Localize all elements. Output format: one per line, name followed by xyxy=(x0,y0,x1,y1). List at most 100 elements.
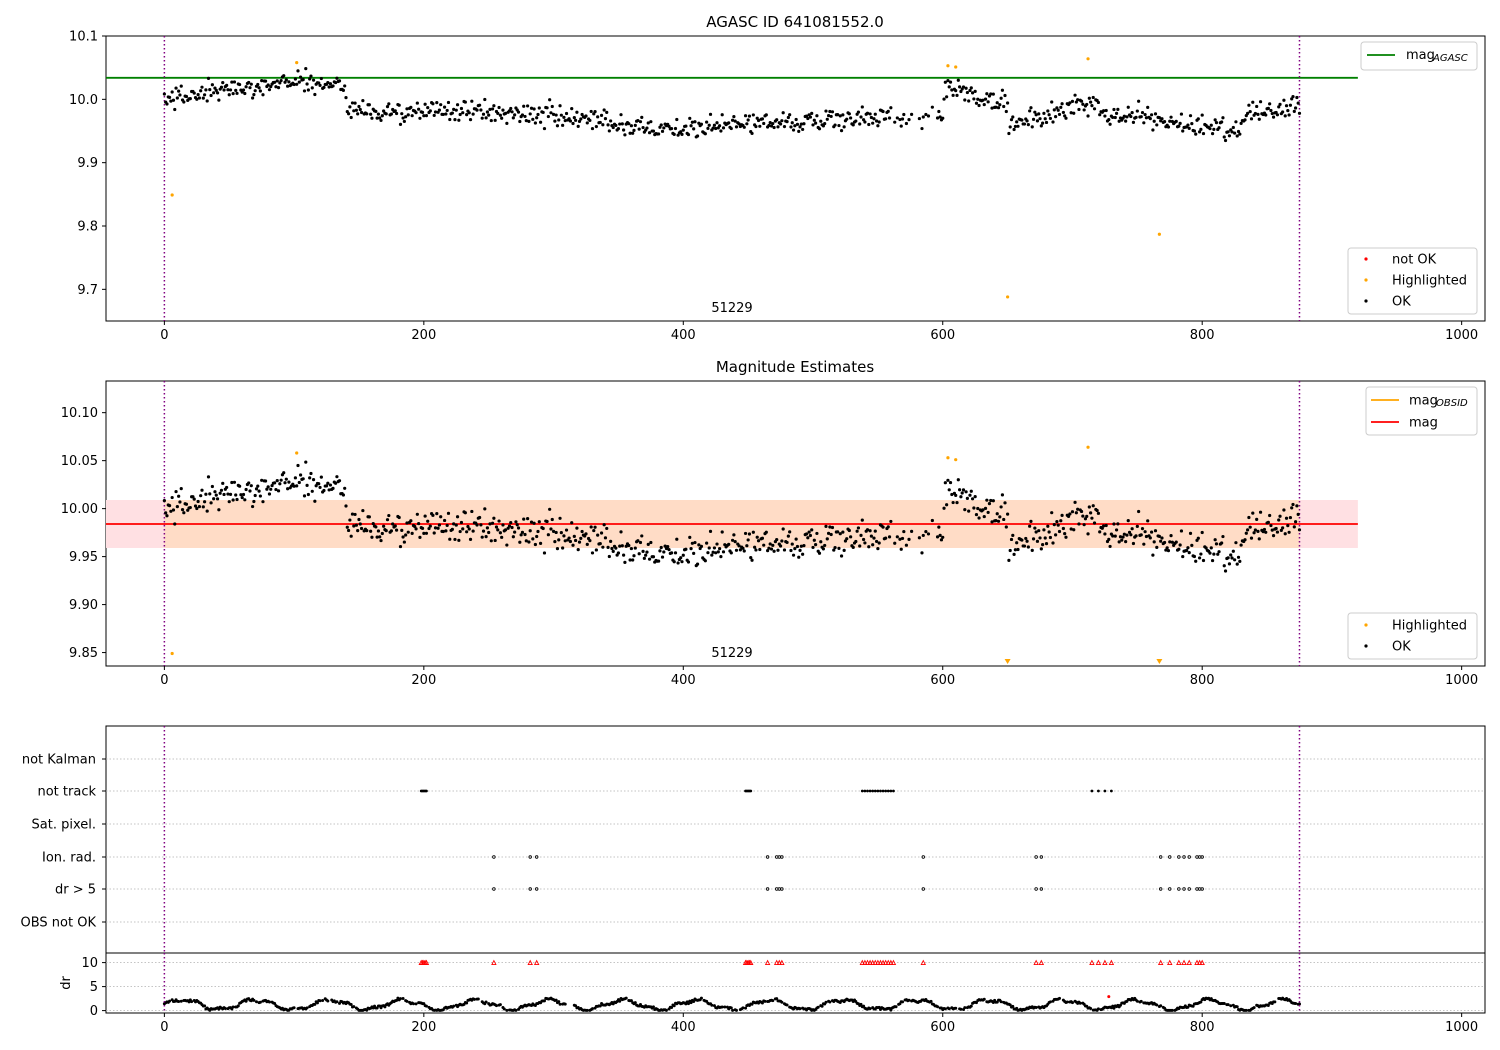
ok-point xyxy=(1275,530,1280,534)
ok-point xyxy=(1076,507,1080,511)
ok-point xyxy=(708,529,713,533)
ok-point xyxy=(171,98,176,102)
highlighted-point xyxy=(170,651,174,656)
ok-point xyxy=(699,122,704,126)
ok-point xyxy=(964,86,968,90)
ok-point xyxy=(546,533,550,537)
ok-point xyxy=(1016,547,1020,552)
ok-point xyxy=(1068,101,1072,105)
ok-point xyxy=(1091,504,1095,508)
ok-point xyxy=(349,534,353,538)
ok-point xyxy=(209,93,213,98)
ok-point xyxy=(574,538,578,543)
ok-point xyxy=(807,530,811,534)
ok-point xyxy=(741,546,745,550)
ok-point xyxy=(959,89,963,94)
ok-point xyxy=(1016,124,1020,128)
dr-limit-marker xyxy=(779,959,785,966)
flag-point xyxy=(871,789,875,793)
ok-point xyxy=(1234,541,1238,545)
ok-point xyxy=(1282,98,1286,102)
ok-point xyxy=(439,515,443,519)
ok-point xyxy=(1063,532,1067,536)
ok-point xyxy=(999,505,1003,509)
ok-point xyxy=(397,515,401,520)
ok-point xyxy=(235,497,239,502)
ok-point xyxy=(947,85,951,89)
ok-point xyxy=(734,125,739,129)
ok-point xyxy=(808,533,813,538)
ok-point xyxy=(943,481,947,485)
ok-point xyxy=(1233,131,1237,135)
ok-point xyxy=(986,100,990,104)
dr-point xyxy=(395,998,399,1002)
ok-point xyxy=(1051,541,1055,545)
ok-point xyxy=(1210,558,1215,563)
ok-point xyxy=(164,511,168,515)
ok-point xyxy=(659,545,663,550)
ok-point xyxy=(1107,118,1111,122)
ok-point xyxy=(465,113,469,117)
ok-point xyxy=(1057,112,1062,117)
ok-point xyxy=(1068,512,1072,516)
ok-point xyxy=(212,91,216,95)
ok-point xyxy=(1070,99,1075,103)
ok-point xyxy=(580,529,584,534)
ok-point xyxy=(515,523,519,527)
ok-point xyxy=(1025,119,1029,123)
ok-point xyxy=(178,93,182,97)
ok-point xyxy=(487,530,491,535)
ok-point xyxy=(433,526,438,530)
ok-point xyxy=(1092,107,1097,111)
ok-point xyxy=(1087,505,1091,509)
dr-point xyxy=(585,1008,589,1012)
ok-point xyxy=(641,549,645,553)
ok-point xyxy=(860,105,864,109)
flag-label: not track xyxy=(37,785,96,800)
ok-point xyxy=(1085,514,1089,518)
ok-point xyxy=(247,80,251,85)
dr-point xyxy=(816,1005,820,1009)
ok-point xyxy=(354,108,358,112)
ok-point xyxy=(707,123,711,127)
ok-point xyxy=(1114,528,1119,532)
ok-point xyxy=(1288,103,1293,107)
ok-point xyxy=(789,548,793,553)
ok-point xyxy=(1139,533,1143,537)
ok-point xyxy=(1150,113,1154,117)
ok-point xyxy=(1155,123,1159,127)
ok-point xyxy=(647,131,652,135)
ok-point xyxy=(335,475,339,479)
ok-point xyxy=(371,522,375,526)
ok-point xyxy=(306,88,310,92)
dr-point xyxy=(618,999,622,1003)
ok-point xyxy=(282,471,286,475)
ok-point xyxy=(684,547,688,551)
ok-point xyxy=(424,114,429,118)
flag-point xyxy=(492,887,496,891)
ok-point xyxy=(1160,536,1164,540)
ok-point xyxy=(667,124,671,128)
ok-point xyxy=(1038,536,1042,540)
ok-point xyxy=(1030,548,1034,552)
ok-point xyxy=(767,546,771,550)
ok-point xyxy=(596,115,600,119)
ok-point xyxy=(799,122,803,126)
ok-point xyxy=(379,538,383,543)
ok-point xyxy=(402,119,406,124)
ok-point xyxy=(1151,128,1155,132)
ok-point xyxy=(1085,102,1089,107)
ok-point xyxy=(409,105,413,109)
x-tick-label: 400 xyxy=(671,328,696,343)
ok-point xyxy=(1181,554,1185,559)
ok-point xyxy=(619,113,623,117)
ok-point xyxy=(977,516,981,520)
flag-point xyxy=(1200,855,1204,859)
ok-point xyxy=(806,536,810,540)
ok-point xyxy=(558,516,562,520)
ok-point xyxy=(938,533,942,538)
ok-point xyxy=(998,103,1002,107)
flag-point xyxy=(425,789,428,793)
ok-point xyxy=(1012,552,1016,556)
ok-point xyxy=(577,540,582,544)
